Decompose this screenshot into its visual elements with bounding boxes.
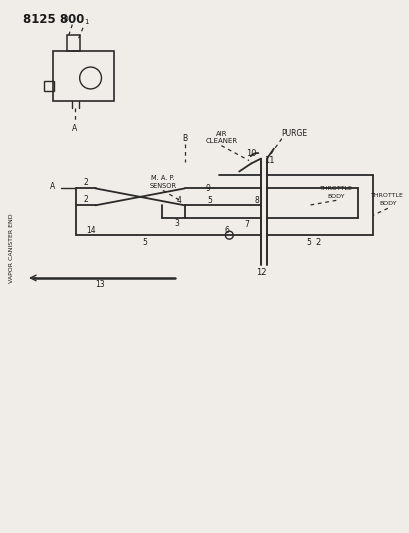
Text: 2: 2 <box>83 195 88 204</box>
Text: 5: 5 <box>207 196 211 205</box>
Text: 1: 1 <box>84 19 89 25</box>
Text: AIR: AIR <box>215 131 227 136</box>
Text: 6: 6 <box>225 225 229 235</box>
Bar <box>67 35 79 51</box>
Text: SENSOR: SENSOR <box>149 183 176 189</box>
Text: 12: 12 <box>255 269 265 278</box>
Text: THROTTLE: THROTTLE <box>319 186 352 191</box>
Text: BODY: BODY <box>378 201 396 206</box>
Text: 11: 11 <box>263 156 274 165</box>
Text: 9: 9 <box>205 184 210 193</box>
Text: A: A <box>72 124 77 133</box>
Text: 13: 13 <box>95 280 105 289</box>
Text: 8: 8 <box>254 196 259 205</box>
Text: 14: 14 <box>85 225 95 235</box>
Text: BODY: BODY <box>327 194 344 199</box>
Text: 2: 2 <box>315 238 320 247</box>
Text: 10: 10 <box>245 149 256 158</box>
Text: 3: 3 <box>174 219 179 228</box>
Text: 8125 800: 8125 800 <box>23 13 84 26</box>
Bar <box>44 81 54 91</box>
Text: THROTTLE: THROTTLE <box>371 193 403 198</box>
Text: CLEANER: CLEANER <box>205 138 237 144</box>
Text: PURGE: PURGE <box>281 129 307 138</box>
Text: 5: 5 <box>306 238 310 247</box>
Text: 5: 5 <box>142 238 147 247</box>
Bar <box>53 51 114 101</box>
Text: 2: 2 <box>83 178 88 187</box>
Text: 4: 4 <box>176 196 181 205</box>
Text: M. A. P.: M. A. P. <box>151 175 174 181</box>
Text: B: B <box>182 134 187 143</box>
Text: A: A <box>50 182 55 191</box>
Text: B: B <box>63 17 68 22</box>
Text: 7: 7 <box>244 220 249 229</box>
Text: VAPOR CANISTER END: VAPOR CANISTER END <box>9 213 14 283</box>
